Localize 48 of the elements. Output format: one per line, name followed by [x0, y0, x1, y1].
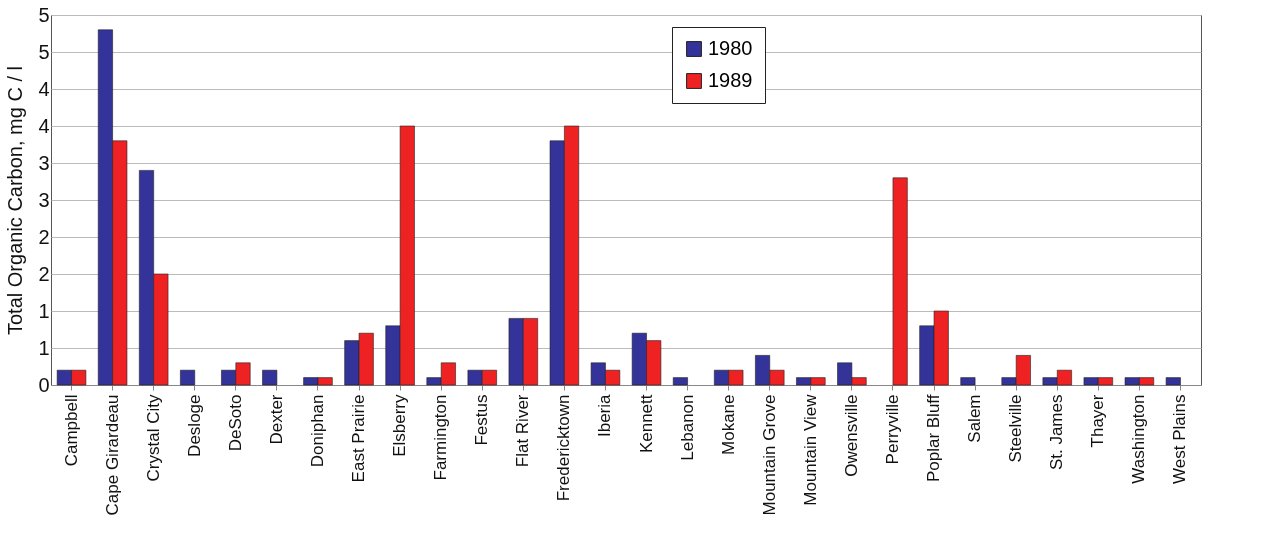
y-tick-label: 5: [38, 3, 50, 26]
x-tick-label: Dexter: [266, 394, 286, 445]
bar: [262, 369, 278, 386]
y-tick-label: 1: [38, 299, 50, 322]
x-tick-label: Elsberry: [390, 394, 410, 457]
x-tick-label: Poplar Bluff: [924, 394, 944, 483]
x-tick-label: West Plains: [1170, 394, 1190, 484]
bar: [892, 177, 908, 386]
legend-label: 1980: [708, 37, 753, 59]
x-tick-label: Campbell: [61, 394, 81, 467]
bar: [672, 377, 688, 386]
bar: [960, 377, 976, 386]
x-tick-label: Desloge: [184, 394, 204, 457]
x-tick-label: Salem: [965, 394, 985, 443]
x-tick-label: Washington: [1129, 394, 1149, 484]
x-tick-label: Steelville: [1006, 394, 1026, 463]
x-tick-label: Perryville: [882, 394, 902, 465]
bar: [1165, 377, 1181, 386]
y-tick-label: 0: [38, 373, 50, 396]
x-tick-label: Owensville: [841, 394, 861, 477]
y-tick-label: 4: [38, 114, 50, 137]
x-tick-label: Doniphan: [307, 394, 327, 468]
y-axis-title: Total Organic Carbon, mg C / l: [4, 66, 27, 335]
y-tick-label: 1: [38, 336, 50, 359]
bar: [180, 369, 196, 386]
x-tick-label: Iberia: [595, 393, 615, 438]
x-tick-label: Cape Girardeau: [102, 394, 122, 516]
x-tick-label: East Prairie: [349, 394, 369, 483]
y-tick-label: 2: [38, 225, 50, 248]
y-tick-label: 3: [38, 188, 50, 211]
x-tick-label: Thayer: [1088, 394, 1108, 448]
x-tick-label: Mokane: [718, 394, 738, 455]
y-tick-label: 2: [38, 262, 50, 285]
y-tick-label: 4: [38, 77, 50, 100]
x-tick-label: Flat River: [513, 394, 533, 468]
x-tick-label: Crystal City: [143, 394, 163, 482]
y-tick-label: 5: [38, 40, 50, 63]
x-tick-label: DeSoto: [225, 394, 245, 452]
x-tick-label: Fredericktown: [554, 394, 574, 502]
legend-label: 1989: [708, 69, 753, 91]
x-tick-label: Kennett: [636, 394, 656, 454]
x-tick-label: Lebanon: [677, 394, 697, 461]
x-tick-label: Farmington: [431, 394, 451, 481]
x-tick-label: Mountain View: [800, 393, 820, 506]
x-tick-label: Festus: [472, 394, 492, 446]
x-tick-label: St. James: [1047, 394, 1067, 471]
y-tick-label: 3: [38, 151, 50, 174]
x-tick-label: Mountain Grove: [759, 394, 779, 516]
